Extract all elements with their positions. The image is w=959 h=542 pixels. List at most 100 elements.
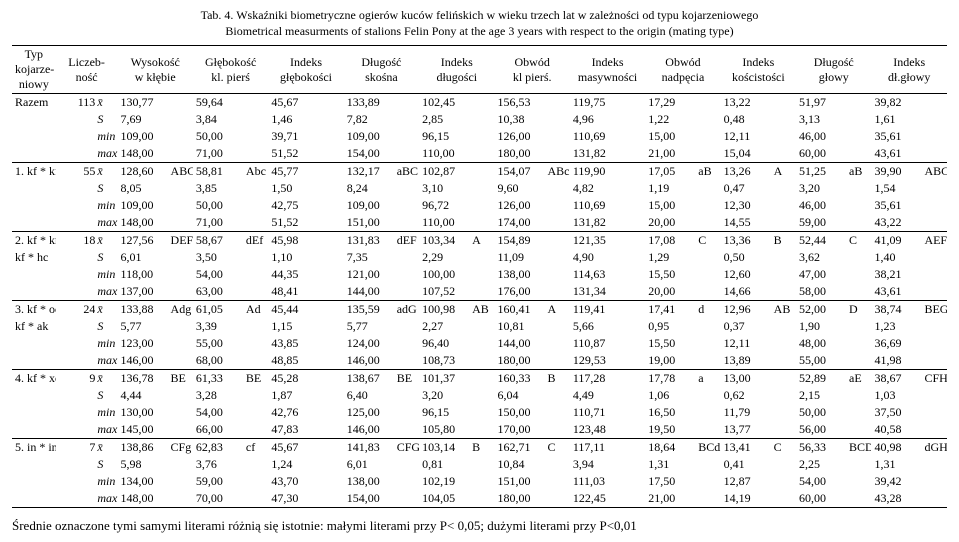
value-cell: 71,00 [193,214,243,232]
value-cell: 39,71 [268,128,318,145]
sig-label: C [544,439,569,457]
value-cell: 133,88 [118,301,168,319]
value-cell: 2,29 [419,249,469,266]
value-cell: 119,41 [570,301,620,319]
group-label: kf * hc [12,249,56,266]
n-cell [56,214,96,232]
sig-label [544,180,569,197]
value-cell: 66,00 [193,421,243,439]
value-cell: 4,96 [570,111,620,128]
group-label [12,421,56,439]
value-cell: 180,00 [494,490,544,508]
n-cell [56,335,96,352]
value-cell: 58,67 [193,232,243,250]
sig-label [846,128,871,145]
value-cell: 39,82 [871,94,921,112]
sig-label: AB [469,301,494,319]
value-cell: 40,98 [871,439,921,457]
th-10: Długośćgłowy [796,46,871,94]
sig-label: DEF [168,232,193,250]
value-cell: 109,00 [344,197,394,214]
sig-label [168,456,193,473]
value-cell: 148,00 [118,214,168,232]
sig-label: C [771,439,796,457]
sig-label [318,214,343,232]
sig-label [695,490,720,508]
value-cell: 5,98 [118,456,168,473]
value-cell: 6,01 [344,456,394,473]
group-label [12,214,56,232]
value-cell: 51,52 [268,214,318,232]
value-cell: 44,35 [268,266,318,283]
value-cell: 45,77 [268,163,318,181]
value-cell: 71,00 [193,145,243,163]
value-cell: 12,96 [721,301,771,319]
value-cell: 38,67 [871,370,921,388]
value-cell: 6,04 [494,387,544,404]
value-cell: 154,00 [344,490,394,508]
value-cell: 117,28 [570,370,620,388]
group-label [12,128,56,145]
sig-label [695,387,720,404]
sig-label [620,94,645,112]
sig-label [620,128,645,145]
table-row: min109,0050,0042,75109,0096,72126,00110,… [12,197,947,214]
value-cell: 117,11 [570,439,620,457]
sig-label [921,111,947,128]
value-cell: 96,72 [419,197,469,214]
sig-label: AB [771,301,796,319]
sig-label [771,421,796,439]
value-cell: 55,00 [796,352,846,370]
group-label: kf * ak [12,318,56,335]
stat-symbol: min [95,266,117,283]
n-cell [56,111,96,128]
sig-label: BCD [846,439,871,457]
value-cell: 10,84 [494,456,544,473]
sig-label [620,352,645,370]
value-cell: 45,28 [268,370,318,388]
n-cell [56,352,96,370]
n-cell [56,318,96,335]
sig-label [771,387,796,404]
sig-label [318,301,343,319]
sig-label [469,335,494,352]
sig-label [544,266,569,283]
value-cell: 48,41 [268,283,318,301]
sig-label [168,335,193,352]
sig-label [846,387,871,404]
n-cell [56,249,96,266]
value-cell: 35,61 [871,128,921,145]
group-label [12,283,56,301]
sig-label: BEG [921,301,947,319]
stat-symbol: x̄ [95,439,117,457]
sig-label [469,128,494,145]
footnote: Średnie oznaczone tymi samymi literami r… [12,518,947,534]
th-1: Wysokośćw kłębie [118,46,193,94]
sig-label [544,421,569,439]
value-cell: 1,23 [871,318,921,335]
value-cell: 43,61 [871,145,921,163]
sig-label [921,180,947,197]
sig-label [620,421,645,439]
sig-label [318,352,343,370]
value-cell: 19,50 [645,421,695,439]
value-cell: 154,07 [494,163,544,181]
sig-label [544,335,569,352]
sig-label [168,145,193,163]
sig-label [469,421,494,439]
sig-label [243,128,268,145]
sig-label [921,387,947,404]
table-caption: Tab. 4. Wskaźniki biometryczne ogierów k… [12,8,947,39]
value-cell: 180,00 [494,352,544,370]
value-cell: 19,00 [645,352,695,370]
value-cell: 59,00 [796,214,846,232]
sig-label [846,352,871,370]
sig-label [921,490,947,508]
sig-label: C [695,232,720,250]
n-cell [56,404,96,421]
value-cell: 2,27 [419,318,469,335]
sig-label [921,266,947,283]
value-cell: 13,36 [721,232,771,250]
value-cell: 43,22 [871,214,921,232]
sig-label [318,335,343,352]
